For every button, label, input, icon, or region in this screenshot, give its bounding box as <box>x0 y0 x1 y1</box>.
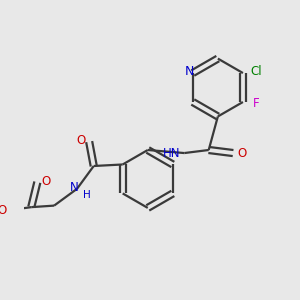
Text: N: N <box>184 65 194 78</box>
Text: O: O <box>237 146 246 160</box>
Text: O: O <box>76 134 85 147</box>
Text: N: N <box>70 181 79 194</box>
Text: F: F <box>252 97 259 110</box>
Text: Cl: Cl <box>251 65 262 78</box>
Text: O: O <box>0 204 6 217</box>
Text: H: H <box>83 190 91 200</box>
Text: O: O <box>41 175 50 188</box>
Text: HN: HN <box>163 147 181 160</box>
